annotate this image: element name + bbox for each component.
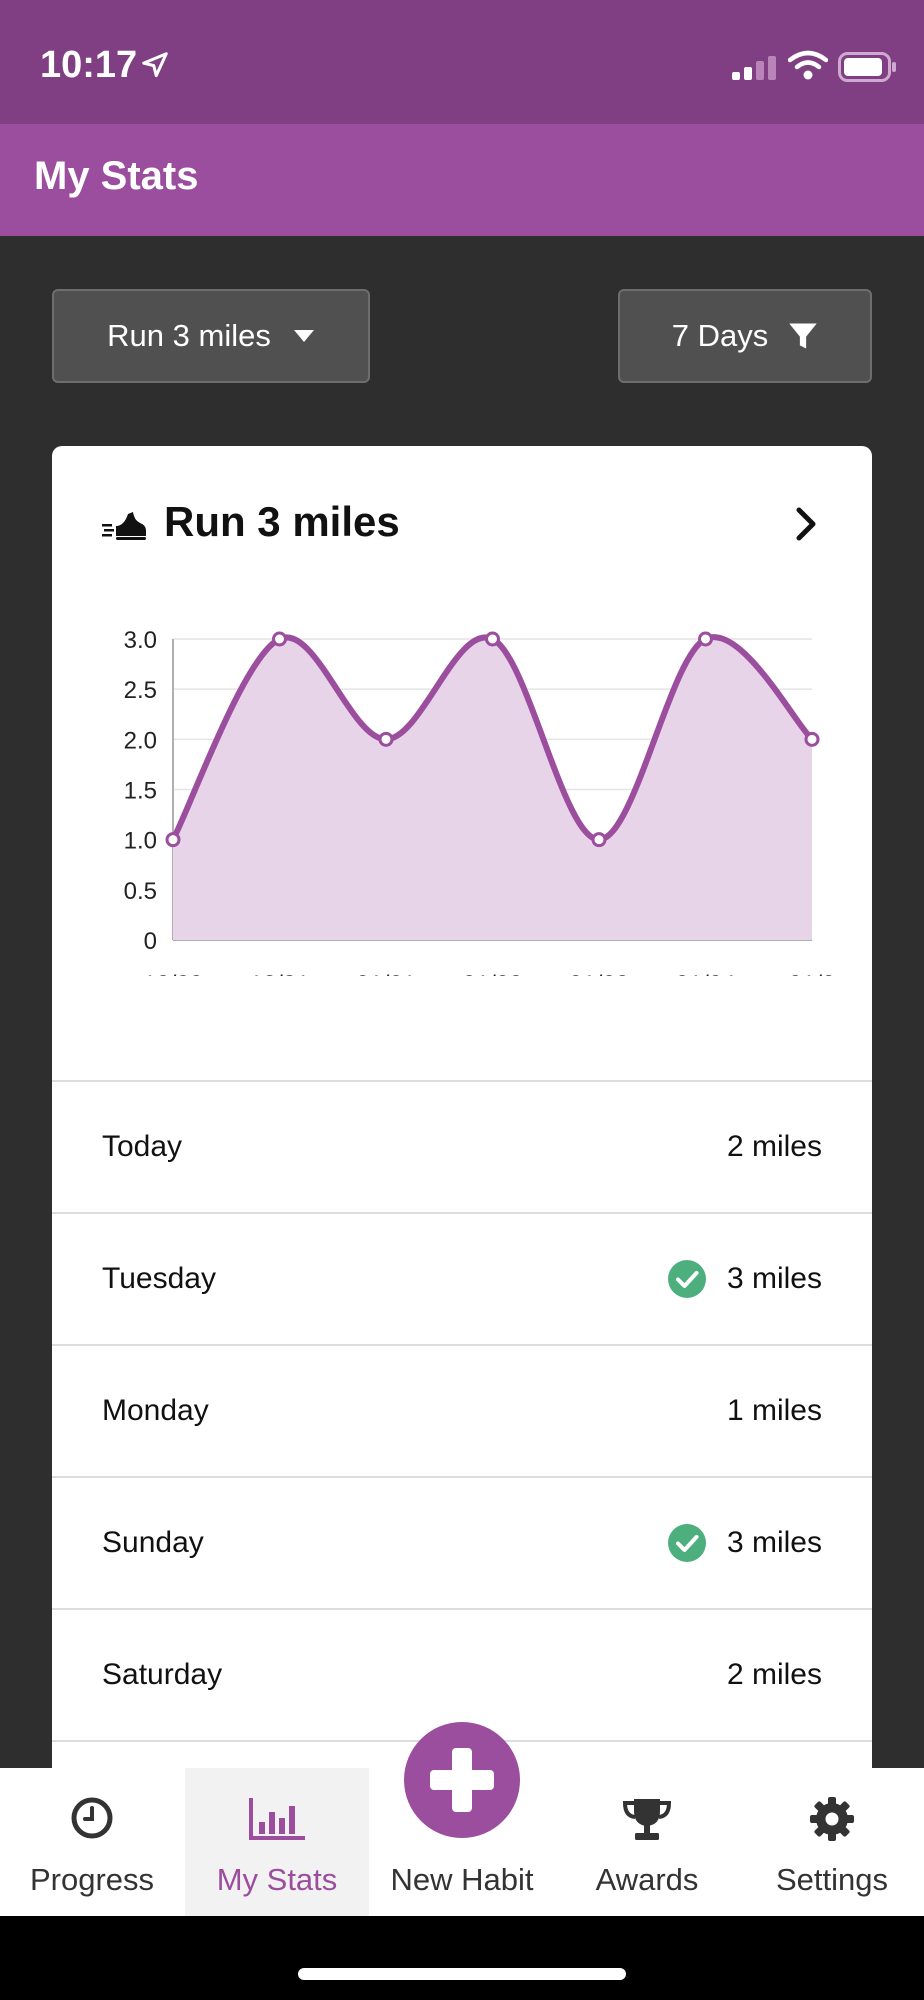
page-title: My Stats [34,154,199,198]
row-value: 1 miles [726,1394,822,1427]
y-tick-label: 3.0 [124,627,157,654]
y-tick-label: 2.0 [124,727,157,754]
running-shoe-icon [102,512,146,540]
caret-down-icon [293,330,314,342]
row-day: Tuesday [102,1262,216,1295]
x-tick-label: 01/03 [569,971,629,976]
battery-icon [838,52,896,82]
data-point [165,832,181,848]
tab-awards[interactable]: Awards [555,1768,739,1916]
x-tick-label: 12/31 [249,971,309,976]
row-day: Today [102,1130,183,1163]
clock-icon [71,1797,113,1839]
tab-label: Settings [775,1862,888,1897]
habit-dropdown[interactable]: Run 3 miles [52,289,370,383]
plus-icon [430,1748,494,1812]
check-circle-icon [668,1260,706,1298]
tab-progress[interactable]: Progress [0,1768,184,1916]
x-tick-label: 12/30 [143,971,203,976]
data-point [698,631,713,647]
check-circle-icon [668,1524,706,1562]
habit-dropdown-label: Run 3 miles [107,318,271,353]
x-tick-label: 01/01 [356,971,416,976]
y-tick-label: 0.5 [124,878,157,905]
habit-line-chart: 0 0.5 1.0 1.5 2.0 2.5 3.0 12/30 12/31 01/01 01/02 0… [124,627,836,976]
tab-label: Progress [29,1862,155,1897]
row-day: Monday [102,1394,209,1427]
data-point [591,832,607,848]
y-tick-label: 2.5 [124,677,157,704]
x-tick-label: 01/02 [462,971,522,976]
location-arrow-icon [142,52,168,78]
range-filter-label: 7 Days [671,318,769,353]
row-day: Sunday [102,1526,204,1559]
range-filter-button[interactable]: 7 Days [618,289,872,383]
history-row: Tuesday 3 miles [52,1212,872,1344]
tab-settings[interactable]: Settings [740,1768,924,1916]
tab-label: New Habit [390,1862,534,1897]
gear-icon [810,1797,854,1841]
area-fill [173,637,812,940]
bottom-safe-area [0,1916,924,2000]
signal-icon [732,56,776,80]
data-point [272,631,287,647]
y-tick-label: 1.0 [124,828,157,855]
tab-label: Awards [595,1862,699,1897]
status-bar: 10:17 [0,0,924,124]
x-tick-label: 01/0 [789,971,836,976]
wifi-icon [788,50,828,80]
status-time: 10:17 [40,44,138,86]
y-tick-label: 0 [144,928,157,955]
history-row: Monday 1 miles [52,1344,872,1476]
history-row: Today 2 miles [52,1080,872,1212]
tab-new-habit[interactable]: New Habit [370,1768,554,1916]
tab-label: My Stats [216,1862,338,1897]
y-tick-label: 1.5 [124,778,157,805]
new-habit-button[interactable] [404,1722,520,1838]
history-row: Sunday 3 miles [52,1476,872,1608]
filter-icon [789,323,817,349]
history-row: Saturday 2 miles [52,1608,872,1740]
row-value: 3 miles [726,1526,822,1559]
data-point [485,631,500,647]
home-indicator[interactable] [298,1968,626,1980]
row-value: 2 miles [726,1658,822,1691]
data-point [378,731,394,747]
row-day: Saturday [102,1658,223,1691]
bar-chart-icon [249,1798,305,1840]
chevron-right-icon[interactable] [792,506,820,542]
trophy-icon [622,1799,672,1840]
row-value: 3 miles [726,1262,822,1295]
card-title: Run 3 miles [164,498,400,545]
tab-my-stats[interactable]: My Stats [185,1768,369,1916]
habit-stats-card: Run 3 miles 0 0.5 1.0 1.5 2.0 2.5 3.0 12/30 12/3… [52,446,872,1846]
data-point [804,731,820,747]
x-tick-label: 01/04 [675,971,735,976]
app-header: My Stats [0,124,924,236]
row-value: 2 miles [726,1130,822,1163]
